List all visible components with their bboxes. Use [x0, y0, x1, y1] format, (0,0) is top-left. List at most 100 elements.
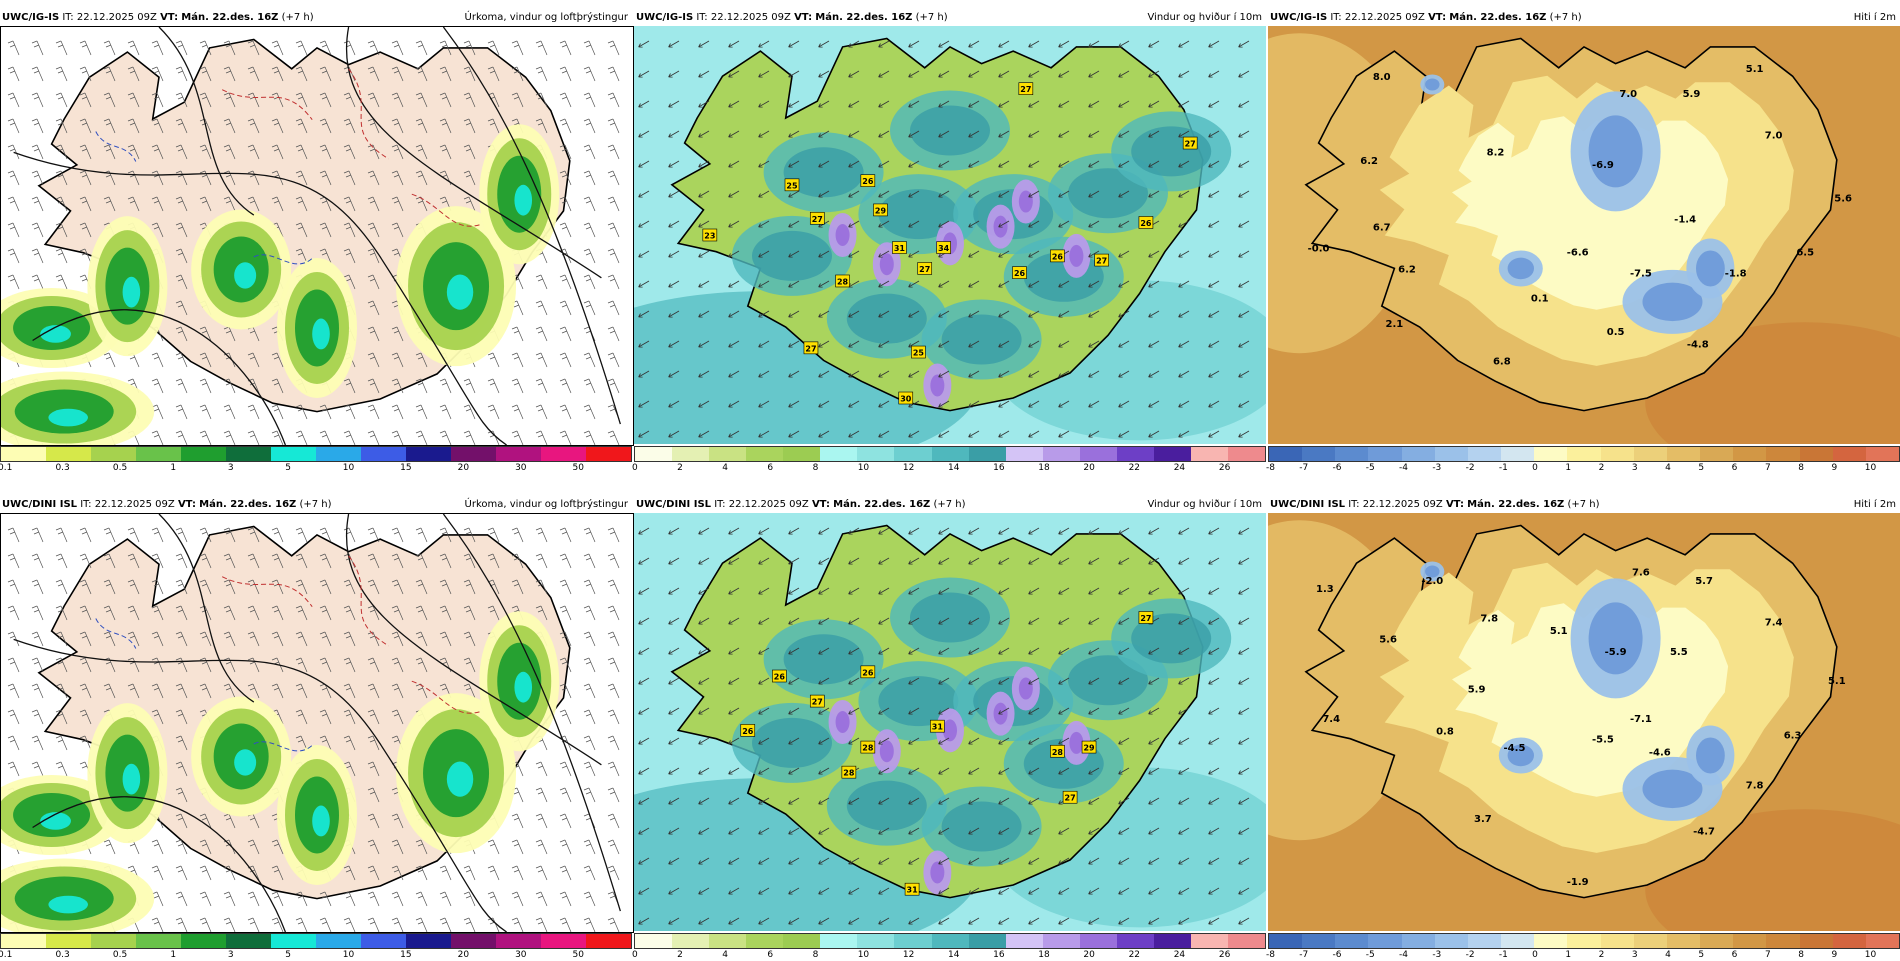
isobars [13, 27, 621, 445]
legend-swatch [406, 934, 451, 948]
legend-swatch [1600, 447, 1634, 461]
legend-tick-label: 12 [902, 950, 915, 960]
precip-very-heavy [446, 761, 474, 797]
precip-map[interactable] [0, 513, 634, 933]
legend-tick-label: 6 [767, 463, 774, 473]
temp-value: -4.7 [1693, 827, 1715, 838]
precip-very-heavy [514, 184, 533, 216]
gust-label: 27 [1138, 611, 1154, 624]
gust-value: 27 [812, 698, 823, 707]
product-title: Hiti í 2m [1853, 12, 1896, 23]
gust-value: 26 [1140, 219, 1152, 228]
wind-strong-land [910, 592, 990, 643]
gust-value: 25 [913, 349, 925, 358]
gust-value: 34 [938, 244, 950, 253]
map-canvas: 27 27 25 26 27 29 31 34 27 28 26 26 27 26 23 27 25 30 [634, 26, 1266, 444]
wind-panel: UWC/DINI ISL IT: 22.12.2025 09Z VT: Mán.… [632, 497, 1266, 961]
temp-zone-cold-core [1507, 744, 1534, 767]
precip-very-heavy [234, 262, 257, 289]
valid-time: Mán. 22.des. 16Z [181, 12, 279, 23]
valid-time: Mán. 22.des. 16Z [199, 499, 297, 510]
legend-swatch [1228, 447, 1266, 461]
gust-label: 26 [860, 665, 876, 679]
precip-panel: UWC/DINI ISL IT: 22.12.2025 09Z VT: Mán.… [0, 497, 634, 961]
wind-panel: UWC/IG-IS IT: 22.12.2025 09Z VT: Mán. 22… [632, 10, 1266, 474]
legend-tick-label: 20 [1083, 950, 1095, 960]
valid-time-label: VT: [160, 12, 179, 23]
temp-value: 5.5 [1670, 647, 1688, 658]
color-legend: 0.1 0.3 0.5 1 3 5 10 15 20 30 50 [0, 933, 632, 961]
temp-map[interactable]: 5.1 8.0 7.0 5.9 7.0 6.2 8.2 -6.9 5.6 -1.4 6.7 -0.0 6… [1268, 26, 1900, 444]
wind-map[interactable]: 27 27 25 26 27 29 31 34 27 28 26 26 27 26 23 27 25 30 [634, 26, 1266, 444]
legend-swatch [672, 934, 710, 948]
precip-very-heavy [234, 749, 257, 776]
precip-very-heavy [122, 763, 141, 795]
product-title: Hiti í 2m [1853, 499, 1896, 510]
gust-zone-core [1069, 731, 1084, 754]
legend-swatch [1042, 447, 1080, 461]
panel-header: UWC/DINI ISL IT: 22.12.2025 09Z VT: Mán.… [634, 497, 1266, 513]
lead-time: (+7 h) [281, 12, 314, 23]
legend-swatch [857, 447, 895, 461]
lead-time: (+7 h) [1567, 499, 1600, 510]
legend-swatch [226, 934, 271, 948]
legend-tick-label: 18 [1038, 463, 1050, 473]
legend-swatch [783, 447, 821, 461]
color-legend: -8 -7 -6 -5 -4 -3 -2 -1 0 1 2 3 4 5 6 7 8 9 10 [1266, 933, 1900, 961]
precip-very-heavy [446, 274, 474, 310]
legend-swatch [709, 934, 747, 948]
model-name: UWC/DINI ISL [2, 499, 78, 510]
precip-very-heavy [122, 276, 141, 308]
run-info: UWC/DINI ISL IT: 22.12.2025 09Z VT: Mán.… [2, 497, 332, 513]
temp-value: -6.9 [1592, 160, 1614, 171]
legend-ticks: 0 2 4 6 8 10 12 14 16 18 20 22 24 26 [632, 463, 1266, 474]
legend-swatch [1335, 934, 1369, 948]
gust-label: 27 [809, 211, 825, 225]
legend-tick-label: 6 [767, 950, 774, 960]
legend-tick-label: 2 [677, 463, 683, 473]
gust-label: 26 [772, 669, 787, 683]
legend-tick-label: 8 [812, 950, 819, 960]
legend-tick-label: 2 [1598, 950, 1605, 960]
gust-label: 26 [1138, 216, 1154, 229]
map-canvas: 27 26 26 27 26 28 31 28 28 29 27 31 [634, 513, 1266, 931]
legend-swatch [316, 447, 361, 461]
precip-map[interactable] [0, 26, 634, 446]
legend-swatch [316, 934, 361, 948]
gust-value: 29 [1083, 744, 1095, 753]
legend-swatch [136, 447, 181, 461]
legend-swatch [1733, 934, 1767, 948]
gust-label: 26 [860, 174, 876, 187]
temp-value: 7.0 [1765, 131, 1783, 142]
wind-map[interactable]: 27 26 26 27 26 28 31 28 28 29 27 31 [634, 513, 1266, 931]
legend-tick-label: 12 [902, 463, 915, 473]
lead-time: (+7 h) [1549, 12, 1582, 23]
legend-swatch [451, 934, 496, 948]
gust-value: 31 [894, 244, 906, 253]
legend-tick-label: 3 [1631, 950, 1638, 960]
legend-swatch [1005, 447, 1043, 461]
legend-swatch [1153, 934, 1191, 948]
legend-tick-label: 3 [1631, 463, 1638, 473]
legend-tick-label: 7 [1764, 950, 1771, 960]
temp-map[interactable]: 1.3 -2.0 7.6 5.7 5.6 7.8 5.1 -5.9 5.5 7.4 5.1 5.9 -7… [1268, 513, 1900, 931]
temp-zone-cold-core [1588, 602, 1643, 675]
legend-swatch [1190, 447, 1228, 461]
gust-label: 28 [1050, 744, 1065, 758]
legend-swatch [1042, 934, 1080, 948]
legend-tick-label: 1 [1565, 463, 1572, 473]
legend-tick-label: 5 [285, 950, 291, 960]
temp-value: 7.4 [1322, 714, 1340, 725]
product-title: Vindur og hviður í 10m [1147, 499, 1262, 510]
temp-value: -4.8 [1687, 340, 1709, 351]
temp-value: -6.6 [1567, 248, 1589, 259]
legend-tick-label: -6 [1332, 950, 1342, 960]
legend-tick-label: -2 [1465, 950, 1475, 960]
temp-value: -7.5 [1630, 269, 1652, 280]
temp-value: 5.9 [1683, 89, 1701, 100]
temp-value: -4.6 [1649, 747, 1671, 758]
legend-swatch [1799, 934, 1833, 948]
legend-tick-label: 3 [227, 950, 234, 960]
gust-value: 27 [812, 215, 823, 224]
temp-value: 6.8 [1493, 356, 1511, 367]
